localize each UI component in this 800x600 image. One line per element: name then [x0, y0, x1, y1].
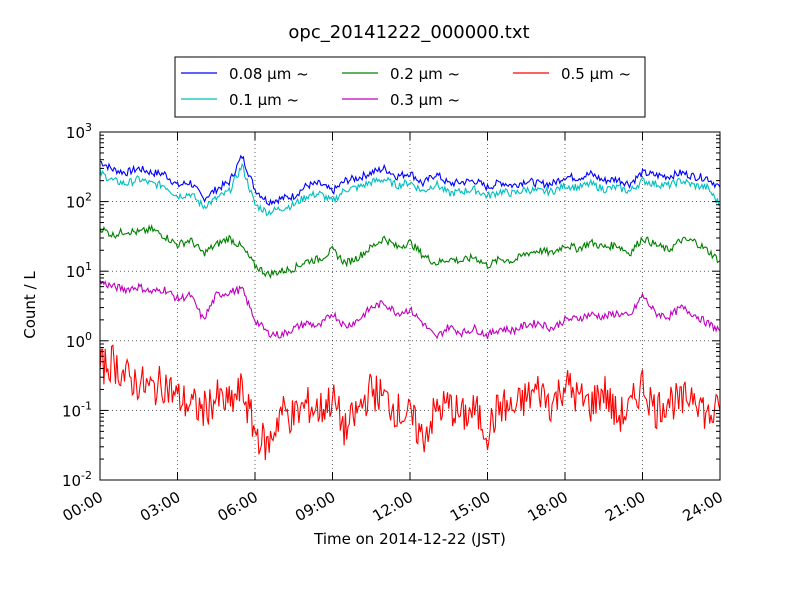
legend-label: 0.5 μm ~ — [561, 65, 631, 83]
axis-ticks — [99, 131, 721, 481]
series-lines — [99, 154, 721, 461]
grid-lines — [100, 132, 720, 480]
series-line — [99, 344, 721, 461]
legend-label: 0.2 μm ~ — [390, 65, 460, 83]
series-line — [99, 223, 721, 280]
series-line — [99, 279, 721, 340]
legend-label: 0.3 μm ~ — [390, 91, 460, 109]
chart-title: opc_20141222_000000.txt — [288, 22, 529, 43]
y-axis-label: Count / L — [21, 271, 39, 339]
series-line — [99, 154, 721, 207]
legend-label: 0.08 μm ~ — [229, 65, 309, 83]
legend: 0.08 μm ~ 0.1 μm ~ 0.2 μm ~ 0.3 μm ~ 0.5 μm … — [174, 56, 646, 118]
legend-box — [174, 56, 646, 118]
x-axis-label: Time on 2014-12-22 (JST) — [313, 530, 506, 548]
legend-label: 0.1 μm ~ — [229, 91, 299, 109]
series-line — [99, 162, 721, 217]
